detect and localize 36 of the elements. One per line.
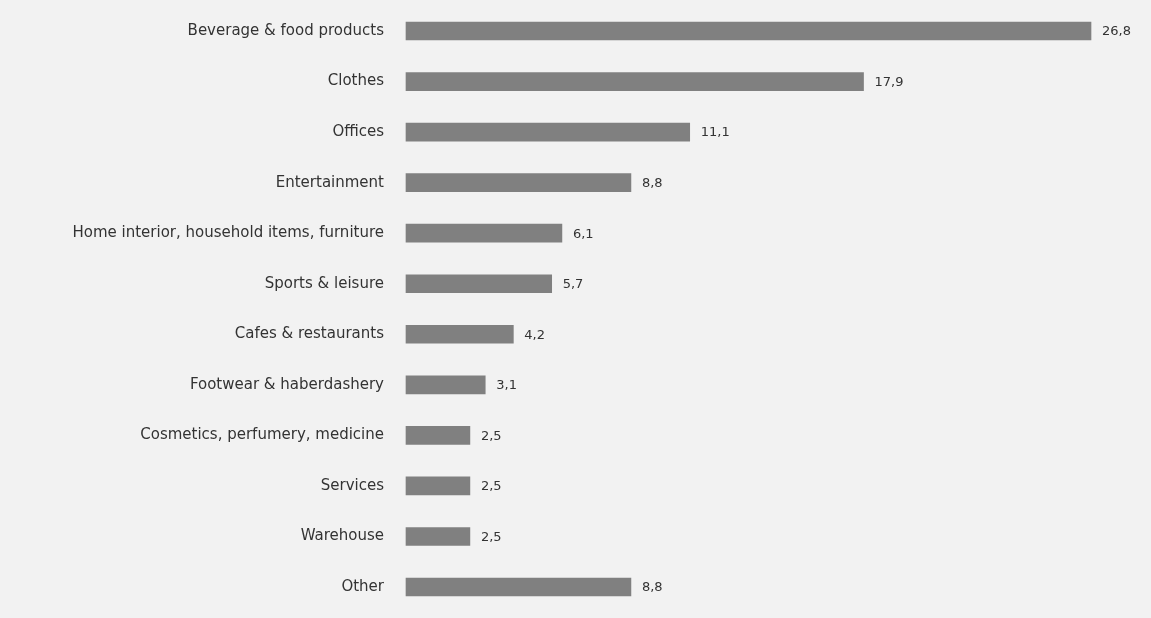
y-tick-label: Services <box>320 475 385 494</box>
data-label: 5,7 <box>562 276 584 292</box>
bar <box>405 324 514 344</box>
bar <box>405 21 1092 41</box>
bar <box>405 72 864 91</box>
data-label: 6,1 <box>572 225 594 241</box>
y-tick-label: Other <box>341 576 385 595</box>
bar <box>405 122 691 142</box>
data-label: 26,8 <box>1102 23 1131 39</box>
data-label: 2,5 <box>480 478 502 494</box>
data-label: 17,9 <box>874 73 904 89</box>
y-tick-label: Warehouse <box>300 526 384 545</box>
data-label: 2,5 <box>480 528 502 544</box>
y-tick-label: Home interior, household items, furniture <box>72 223 384 242</box>
data-label: 11,1 <box>700 124 730 140</box>
y-tick-label: Entertainment <box>275 172 385 191</box>
y-tick-label: Sports & leisure <box>264 273 384 292</box>
bar <box>405 426 471 445</box>
data-label: 8,8 <box>641 175 663 191</box>
y-tick-label: Offices <box>332 121 385 140</box>
bar <box>405 527 471 546</box>
bar <box>405 577 632 597</box>
y-tick-label: Beverage & food products <box>187 20 385 39</box>
data-label: 3,1 <box>496 377 517 393</box>
bar <box>405 173 632 192</box>
data-label: 8,8 <box>641 579 663 595</box>
data-label: 2,5 <box>480 427 502 443</box>
bar <box>405 223 563 243</box>
bar <box>405 375 486 395</box>
y-tick-label: Clothes <box>327 71 385 90</box>
bar <box>405 274 553 294</box>
y-tick-label: Cosmetics, perfumery, medicine <box>140 425 384 444</box>
bar <box>405 476 471 496</box>
data-label: 4,2 <box>524 326 546 342</box>
y-tick-label: Footwear & haberdashery <box>189 374 385 393</box>
y-tick-label: Cafes & restaurants <box>234 324 385 343</box>
